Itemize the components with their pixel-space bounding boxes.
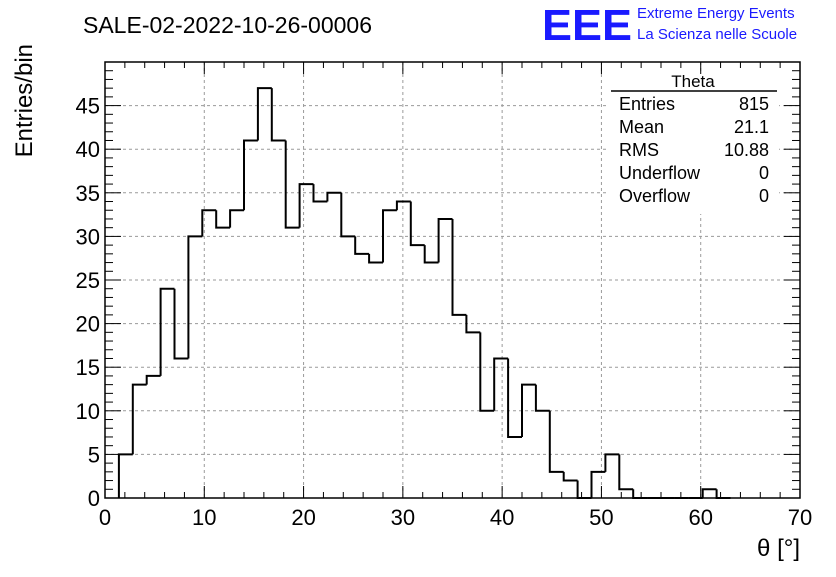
histogram-bin bbox=[131, 383, 147, 455]
tick-labels: 0 10 20 30 40 50 60 70 0 5 10 15 20 25 30 35 40 45 bbox=[76, 94, 813, 530]
histogram-bin bbox=[229, 209, 244, 228]
histogram-bin bbox=[256, 87, 272, 141]
histogram-bin bbox=[201, 209, 217, 237]
logo-tagline-1: Extreme Energy Events bbox=[637, 5, 795, 22]
histogram-bin bbox=[534, 384, 550, 412]
histogram-bin bbox=[437, 217, 453, 263]
histogram-bin bbox=[382, 209, 397, 263]
histogram-bin bbox=[604, 453, 620, 472]
y-tick-label: 30 bbox=[76, 224, 100, 249]
histogram-bin bbox=[701, 488, 717, 498]
stats-label: Underflow bbox=[619, 163, 701, 183]
histogram-bin bbox=[548, 410, 564, 473]
histogram-bin bbox=[618, 454, 634, 491]
eee-logo: EEE Extreme Energy Events La Scienza nel… bbox=[542, 1, 797, 50]
histogram-bin bbox=[215, 210, 231, 229]
histogram-bin bbox=[270, 88, 286, 142]
histogram-bin bbox=[368, 253, 383, 264]
histogram-bin bbox=[493, 357, 509, 411]
stats-label: Mean bbox=[619, 117, 664, 137]
histogram-bin bbox=[173, 288, 189, 360]
y-tick-label: 20 bbox=[76, 312, 100, 337]
histogram-bin bbox=[187, 235, 203, 359]
histogram-bin bbox=[590, 470, 606, 498]
histogram-bin bbox=[340, 192, 356, 238]
histogram-bin bbox=[145, 374, 161, 385]
stats-value: 815 bbox=[739, 94, 769, 114]
x-axis-label: θ [°] bbox=[757, 535, 800, 562]
logo-mark: EEE bbox=[542, 1, 632, 50]
x-tick-label: 70 bbox=[788, 505, 812, 530]
histogram-bin bbox=[159, 287, 175, 376]
histogram-bin bbox=[632, 489, 648, 499]
grid-lines bbox=[105, 62, 800, 498]
stats-box: Theta Entries 815 Mean 21.1 RMS 10.88 Un… bbox=[609, 72, 779, 214]
y-tick-label: 0 bbox=[88, 486, 100, 511]
y-tick-label: 35 bbox=[76, 181, 100, 206]
x-tick-label: 50 bbox=[589, 505, 613, 530]
y-tick-label: 10 bbox=[76, 399, 100, 424]
stats-box-background bbox=[609, 74, 779, 214]
histogram-series bbox=[117, 87, 731, 499]
x-tick-label: 30 bbox=[391, 505, 415, 530]
histogram-bin bbox=[326, 191, 342, 202]
histogram-bin bbox=[507, 358, 522, 438]
logo-tagline-2: La Scienza nelle Scuole bbox=[637, 26, 797, 43]
y-tick-label: 5 bbox=[88, 442, 100, 467]
chart-title: SALE-02-2022-10-26-00006 bbox=[83, 12, 372, 38]
stats-label: Overflow bbox=[619, 186, 691, 206]
stats-label: Entries bbox=[619, 94, 675, 114]
histogram-bin bbox=[479, 332, 495, 412]
stats-title: Theta bbox=[671, 72, 715, 91]
stats-value: 10.88 bbox=[724, 140, 769, 160]
y-axis-label: Entries/bin bbox=[11, 44, 38, 157]
histogram-bin bbox=[576, 480, 592, 499]
histogram-bin bbox=[465, 314, 481, 334]
y-tick-label: 40 bbox=[76, 137, 100, 162]
stats-value: 21.1 bbox=[734, 117, 769, 137]
histogram-bin bbox=[284, 140, 300, 229]
histogram-bin bbox=[451, 218, 467, 316]
stats-value: 0 bbox=[759, 163, 769, 183]
y-tick-label: 45 bbox=[76, 94, 100, 119]
histogram-bin bbox=[409, 201, 425, 247]
y-tick-label: 25 bbox=[76, 268, 100, 293]
histogram-bin bbox=[395, 200, 411, 211]
x-tick-label: 40 bbox=[490, 505, 514, 530]
histogram-bin bbox=[117, 453, 133, 498]
histogram-bin bbox=[423, 245, 439, 264]
histogram-bin bbox=[354, 236, 370, 255]
axis-ticks bbox=[104, 61, 801, 499]
x-tick-label: 0 bbox=[99, 505, 111, 530]
histogram-bin bbox=[298, 183, 314, 228]
histogram-bin bbox=[312, 184, 328, 203]
histogram-bin bbox=[715, 489, 731, 499]
stats-value: 0 bbox=[759, 186, 769, 206]
x-tick-label: 60 bbox=[688, 505, 712, 530]
x-tick-label: 20 bbox=[291, 505, 315, 530]
histogram-bin bbox=[521, 383, 536, 437]
histogram-bin bbox=[562, 471, 578, 482]
stats-label: RMS bbox=[619, 140, 659, 160]
histogram-bin bbox=[243, 139, 258, 211]
y-tick-label: 15 bbox=[76, 355, 100, 380]
x-tick-label: 10 bbox=[192, 505, 216, 530]
